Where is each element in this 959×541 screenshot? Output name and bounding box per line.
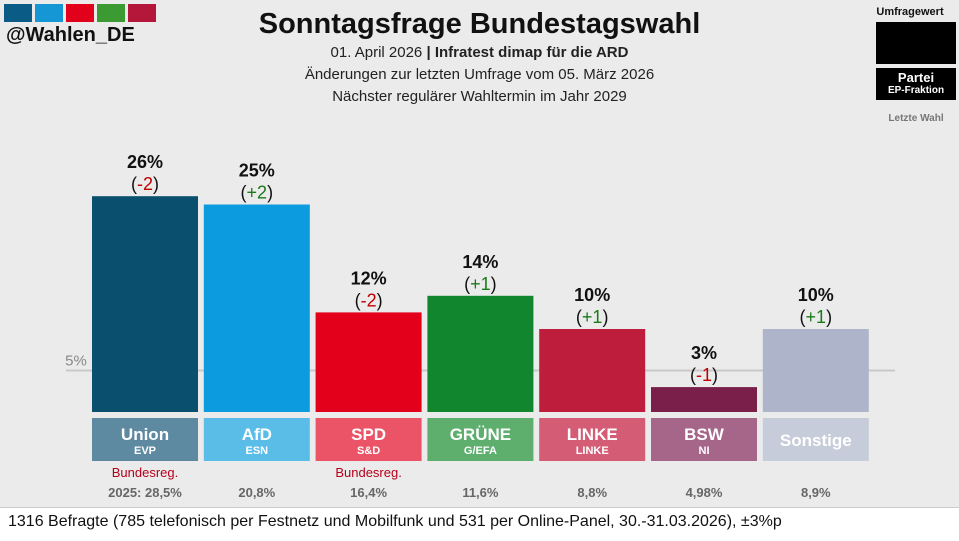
- last-election-4: 8,8%: [577, 485, 607, 500]
- legend-group-label: EP-Fraktion: [887, 85, 945, 96]
- last-election-0: 2025: 28,5%: [108, 485, 182, 500]
- logo-swatch-1: [35, 4, 63, 22]
- footer-sample-info: 1316 Befragte (785 telefonisch per Festn…: [8, 513, 782, 530]
- bar-value-label-4: 10%: [574, 285, 610, 305]
- bar-value-label-3: 14%: [462, 252, 498, 272]
- poll-institute: Infratest dimap für die ARD: [434, 44, 629, 61]
- bar-0: [92, 196, 198, 412]
- party-label-box-0: [92, 418, 198, 461]
- subtitle-next-election: Nächster regulärer Wahltermin im Jahr 20…: [332, 88, 627, 105]
- legend-last-election-label: Letzte Wahl: [888, 113, 944, 124]
- party-name-5: BSW: [684, 425, 725, 444]
- bar-change-label-5: (-1): [690, 365, 718, 385]
- threshold-label: 5%: [65, 353, 87, 370]
- bar-5: [651, 387, 757, 412]
- legend-party-label: Partei: [897, 70, 935, 85]
- logo-swatch-0: [4, 4, 32, 22]
- bar-change-label-1: (+2): [241, 183, 274, 203]
- bar-value-label-6: 10%: [798, 285, 834, 305]
- logo-swatch-3: [97, 4, 125, 22]
- last-election-2: 16,4%: [350, 485, 387, 500]
- bar-value-label-1: 25%: [239, 161, 275, 181]
- party-label-box-3: [427, 418, 534, 461]
- party-label-box-4: [539, 418, 646, 461]
- bar-4: [539, 329, 646, 412]
- government-note-0: Bundesreg.: [112, 465, 179, 480]
- bar-value-label-5: 3%: [691, 343, 717, 363]
- twitter-handle: @Wahlen_DE: [6, 24, 135, 46]
- party-name-6: Sonstige: [780, 431, 852, 450]
- party-name-4: LINKE: [567, 425, 618, 444]
- bar-change-label-0: (-2): [131, 174, 159, 194]
- ep-group-1: ESN: [245, 445, 268, 457]
- legend-poll-box: [876, 22, 956, 64]
- party-name-0: Union: [121, 425, 169, 444]
- logo-swatch-4: [128, 4, 156, 22]
- logo-color-swatches: [4, 4, 156, 22]
- separator: |: [422, 44, 435, 61]
- party-label-box-1: [203, 418, 310, 461]
- ep-group-2: S&D: [357, 445, 380, 457]
- last-election-3: 11,6%: [462, 485, 499, 500]
- party-name-3: GRÜNE: [450, 425, 511, 444]
- footer-bar: [0, 507, 959, 541]
- bar-value-label-2: 12%: [351, 268, 387, 288]
- last-election-1: 20,8%: [238, 485, 275, 500]
- legend-party-box: Partei EP-Fraktion: [876, 68, 956, 100]
- last-election-6: 8,9%: [801, 485, 831, 500]
- legend-poll-label: Umfragewert: [876, 6, 944, 18]
- ep-group-0: EVP: [134, 445, 156, 457]
- page-title: Sonntagsfrage Bundestagswahl: [258, 8, 701, 40]
- party-name-2: SPD: [351, 425, 386, 444]
- bar-1: [203, 204, 310, 412]
- logo-swatch-2: [66, 4, 94, 22]
- party-label-box-6: [762, 418, 869, 461]
- bar-3: [427, 295, 534, 412]
- poll-date: 01. April 2026: [330, 44, 423, 61]
- party-label-box-5: [651, 418, 757, 461]
- ep-group-3: G/EFA: [464, 445, 497, 457]
- bar-2: [315, 312, 422, 412]
- subtitle-changes: Änderungen zur letzten Umfrage vom 05. M…: [304, 66, 655, 83]
- ep-group-5: NI: [699, 445, 710, 457]
- bar-change-label-3: (+1): [464, 274, 497, 294]
- last-election-5: 4,98%: [686, 485, 723, 500]
- bar-change-label-6: (+1): [800, 307, 833, 327]
- government-note-2: Bundesreg.: [335, 465, 402, 480]
- ep-group-4: LINKE: [576, 445, 609, 457]
- bar-6: [762, 329, 869, 412]
- subtitle-source: 01. April 2026 | Infratest dimap für die…: [0, 44, 959, 61]
- party-label-box-2: [315, 418, 422, 461]
- bar-change-label-2: (-2): [355, 290, 383, 310]
- party-name-1: AfD: [242, 425, 272, 444]
- bar-change-label-4: (+1): [576, 307, 609, 327]
- bar-value-label-0: 26%: [127, 152, 163, 172]
